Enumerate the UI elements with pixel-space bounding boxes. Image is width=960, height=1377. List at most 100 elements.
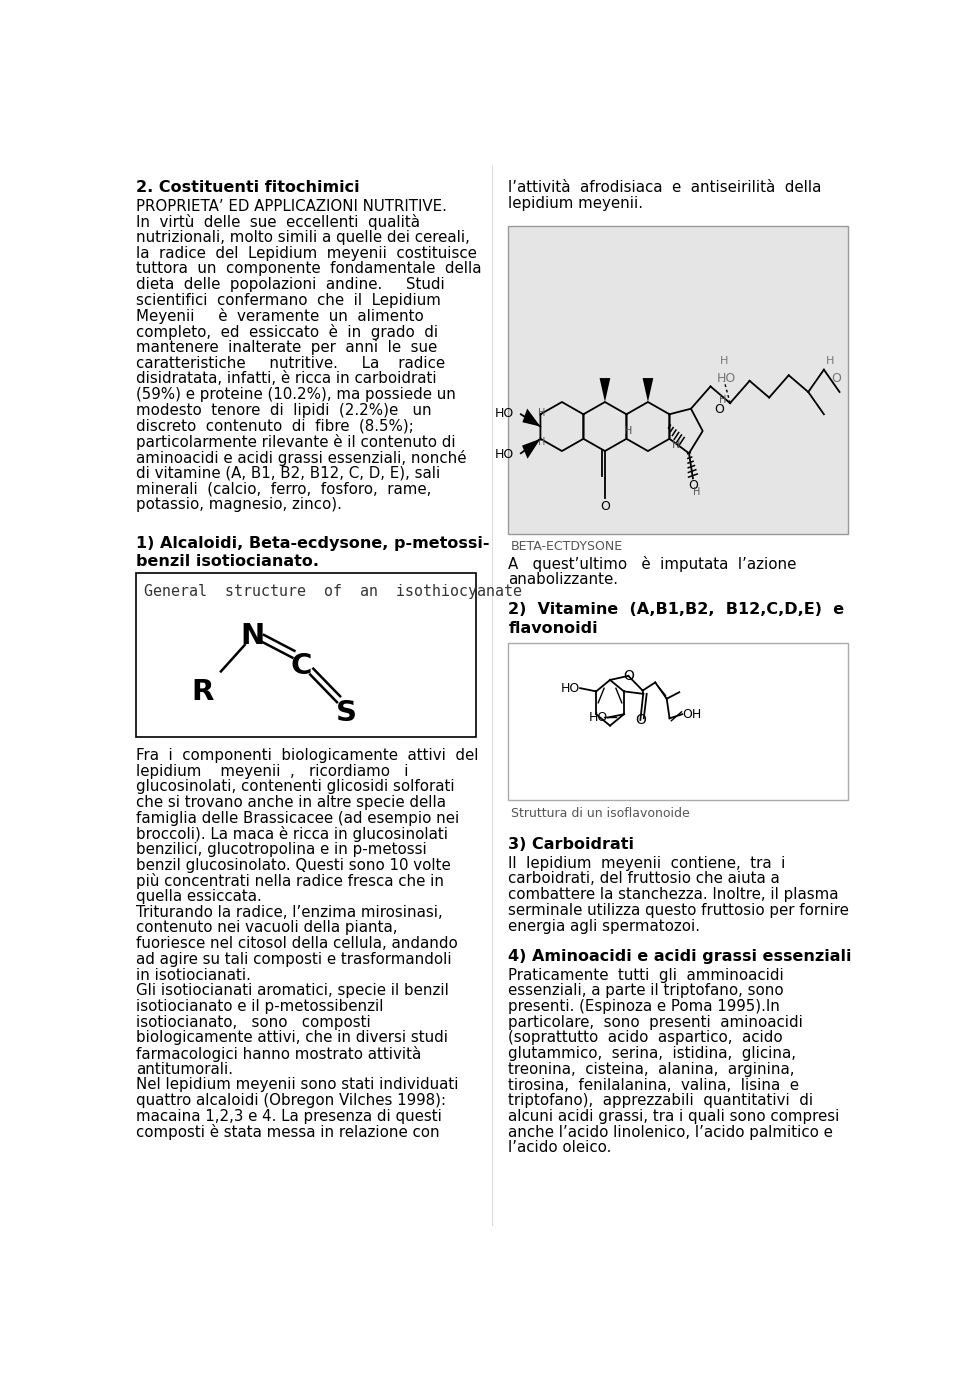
Text: S: S [335,698,356,727]
Text: Praticamente  tutti  gli  amminoacidi: Praticamente tutti gli amminoacidi [509,968,784,983]
Text: HO: HO [716,372,735,384]
Text: presenti. (Espinoza e Poma 1995).In: presenti. (Espinoza e Poma 1995).In [509,1000,780,1013]
Text: O: O [623,669,634,683]
Text: Fra  i  componenti  biologicamente  attivi  del: Fra i componenti biologicamente attivi d… [136,748,479,763]
Text: la  radice  del  Lepidium  meyenii  costituisce: la radice del Lepidium meyenii costituis… [136,245,477,260]
Text: H: H [672,439,681,450]
Text: l’acido oleico.: l’acido oleico. [509,1140,612,1155]
Text: isotiocianato e il p-metossibenzil: isotiocianato e il p-metossibenzil [136,998,384,1013]
Text: H: H [826,357,834,366]
Text: 3) Carboidrati: 3) Carboidrati [509,837,635,852]
Text: N: N [240,622,264,650]
Text: dieta  delle  popolazioni  andine.     Studi: dieta delle popolazioni andine. Studi [136,277,445,292]
Text: particolare,  sono  presenti  aminoacidi: particolare, sono presenti aminoacidi [509,1015,804,1030]
Text: O: O [600,500,610,512]
Text: 4) Aminoacidi e acidi grassi essenziali: 4) Aminoacidi e acidi grassi essenziali [509,949,852,964]
Text: triptofano),  apprezzabili  quantitativi  di: triptofano), apprezzabili quantitativi d… [509,1093,813,1108]
Text: Meyenii     è  veramente  un  alimento: Meyenii è veramente un alimento [136,308,424,325]
Text: O: O [831,372,842,384]
Polygon shape [642,379,654,402]
Text: tirosina,  fenilalanina,  valina,  lisina  e: tirosina, fenilalanina, valina, lisina e [509,1078,800,1092]
Text: Gli isotiocianati aromatici, specie il benzil: Gli isotiocianati aromatici, specie il b… [136,983,449,998]
Text: serminale utilizza questo fruttosio per fornire: serminale utilizza questo fruttosio per … [509,903,850,918]
Text: HO: HO [588,711,608,724]
Text: O: O [688,479,698,492]
Text: OH: OH [683,708,702,720]
Text: ad agire su tali composti e trasformandoli: ad agire su tali composti e trasformando… [136,952,452,967]
Text: farmacologici hanno mostrato attività: farmacologici hanno mostrato attività [136,1047,421,1062]
Text: potassio, magnesio, zinco).: potassio, magnesio, zinco). [136,497,343,512]
Text: H: H [693,487,701,497]
Text: più concentrati nella radice fresca che in: più concentrati nella radice fresca che … [136,873,444,890]
FancyBboxPatch shape [509,643,849,800]
Text: macaina 1,2,3 e 4. La presenza di questi: macaina 1,2,3 e 4. La presenza di questi [136,1108,443,1124]
Text: famiglia delle Brassicacee (ad esempio nei: famiglia delle Brassicacee (ad esempio n… [136,811,460,826]
Text: contenuto nei vacuoli della pianta,: contenuto nei vacuoli della pianta, [136,920,397,935]
Text: discreto  contenuto  di  fibre  (8.5%);: discreto contenuto di fibre (8.5%); [136,419,414,434]
Text: essenziali, a parte il triptofano, sono: essenziali, a parte il triptofano, sono [509,983,784,998]
Text: glutammico,  serina,  istidina,  glicina,: glutammico, serina, istidina, glicina, [509,1047,797,1062]
Polygon shape [522,409,540,427]
Text: benzil glucosinolato. Questi sono 10 volte: benzil glucosinolato. Questi sono 10 vol… [136,858,451,873]
Polygon shape [600,379,611,402]
Text: A   quest’ultimo   è  imputata  l’azione: A quest’ultimo è imputata l’azione [509,556,797,571]
Text: anche l’acido linolenico, l’acido palmitico e: anche l’acido linolenico, l’acido palmit… [509,1125,833,1140]
Text: (59%) e proteine (10.2%), ma possiede un: (59%) e proteine (10.2%), ma possiede un [136,387,456,402]
Text: particolarmente rilevante è il contenuto di: particolarmente rilevante è il contenuto… [136,434,456,450]
Text: energia agli spermatozoi.: energia agli spermatozoi. [509,918,701,934]
Text: che si trovano anche in altre specie della: che si trovano anche in altre specie del… [136,795,446,810]
Text: HO: HO [561,682,580,694]
Text: tuttora  un  componente  fondamentale  della: tuttora un componente fondamentale della [136,262,482,277]
Text: H: H [539,408,546,419]
Text: fuoriesce nel citosol della cellula, andando: fuoriesce nel citosol della cellula, and… [136,936,458,952]
Text: C: C [291,653,312,680]
Text: glucosinolati, contenenti glicosidi solforati: glucosinolati, contenenti glicosidi solf… [136,779,455,795]
Text: modesto  tenore  di  lipidi  (2.2%)e   un: modesto tenore di lipidi (2.2%)e un [136,402,432,417]
Text: HO: HO [495,448,515,461]
Text: lepidium    meyenii  ,   ricordiamo   i: lepidium meyenii , ricordiamo i [136,764,409,778]
Text: HO: HO [495,406,515,420]
Text: quattro alcaloidi (Obregon Vilches 1998):: quattro alcaloidi (Obregon Vilches 1998)… [136,1093,446,1108]
Text: scientifici  confermano  che  il  Lepidium: scientifici confermano che il Lepidium [136,293,442,308]
Text: alcuni acidi grassi, tra i quali sono compresi: alcuni acidi grassi, tra i quali sono co… [509,1108,840,1124]
Text: H: H [624,425,633,437]
FancyBboxPatch shape [136,573,476,737]
Text: 2. Costituenti fitochimici: 2. Costituenti fitochimici [136,180,360,196]
Text: antitumorali.: antitumorali. [136,1062,233,1077]
Text: O: O [714,403,724,416]
Text: mantenere  inalterate  per  anni  le  sue: mantenere inalterate per anni le sue [136,340,438,355]
Text: composti è stata messa in relazione con: composti è stata messa in relazione con [136,1125,440,1140]
Text: caratteristiche     nutritive.     La    radice: caratteristiche nutritive. La radice [136,355,445,370]
Text: carboidrati, del fruttosio che aiuta a: carboidrati, del fruttosio che aiuta a [509,872,780,887]
Text: H: H [539,437,546,448]
Text: minerali  (calcio,  ferro,  fosforo,  rame,: minerali (calcio, ferro, fosforo, rame, [136,481,432,496]
Text: di vitamine (A, B1, B2, B12, C, D, E), sali: di vitamine (A, B1, B2, B12, C, D, E), s… [136,465,441,481]
Text: completo,  ed  essiccato  è  in  grado  di: completo, ed essiccato è in grado di [136,324,439,340]
Text: biologicamente attivi, che in diversi studi: biologicamente attivi, che in diversi st… [136,1030,448,1045]
Polygon shape [522,439,540,459]
Text: nutrizionali, molto simili a quelle dei cereali,: nutrizionali, molto simili a quelle dei … [136,230,470,245]
Text: H: H [720,357,729,366]
Text: flavonoidi: flavonoidi [509,621,598,636]
Text: 1) Alcaloidi, Beta-ecdysone, p-metossi-: 1) Alcaloidi, Beta-ecdysone, p-metossi- [136,536,490,551]
Text: in isotiocianati.: in isotiocianati. [136,968,252,983]
Text: Nel lepidium meyenii sono stati individuati: Nel lepidium meyenii sono stati individu… [136,1077,459,1092]
Text: In  virtù  delle  sue  eccellenti  qualità: In virtù delle sue eccellenti qualità [136,215,420,230]
Text: disidratata, infatti, è ricca in carboidrati: disidratata, infatti, è ricca in carboid… [136,372,437,387]
Text: combattere la stanchezza. Inoltre, il plasma: combattere la stanchezza. Inoltre, il pl… [509,887,839,902]
Text: isotiocianato,   sono   composti: isotiocianato, sono composti [136,1015,372,1030]
FancyBboxPatch shape [509,226,849,534]
Text: PROPRIETA’ ED APPLICAZIONI NUTRITIVE.: PROPRIETA’ ED APPLICAZIONI NUTRITIVE. [136,198,447,213]
Text: 2)  Vitamine  (A,B1,B2,  B12,C,D,E)  e: 2) Vitamine (A,B1,B2, B12,C,D,E) e [509,602,845,617]
Text: (soprattutto  acido  aspartico,  acido: (soprattutto acido aspartico, acido [509,1030,783,1045]
Text: broccoli). La maca è ricca in glucosinolati: broccoli). La maca è ricca in glucosinol… [136,826,448,843]
Text: H: H [719,395,727,405]
Text: benzilici, glucotropolina e in p-metossi: benzilici, glucotropolina e in p-metossi [136,841,427,856]
Text: aminoacidi e acidi grassi essenziali, nonché: aminoacidi e acidi grassi essenziali, no… [136,450,467,465]
Text: quella essiccata.: quella essiccata. [136,890,262,905]
Text: benzil isotiocianato.: benzil isotiocianato. [136,555,320,569]
Text: Il  lepidium  meyenii  contiene,  tra  i: Il lepidium meyenii contiene, tra i [509,856,785,870]
Text: anabolizzante.: anabolizzante. [509,571,618,587]
Text: l’attività  afrodisiaca  e  antiseirilità  della: l’attività afrodisiaca e antiseirilità d… [509,180,822,196]
Text: O: O [635,713,646,727]
